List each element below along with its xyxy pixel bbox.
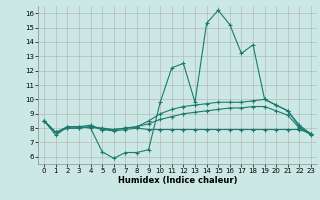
X-axis label: Humidex (Indice chaleur): Humidex (Indice chaleur) xyxy=(118,176,237,185)
